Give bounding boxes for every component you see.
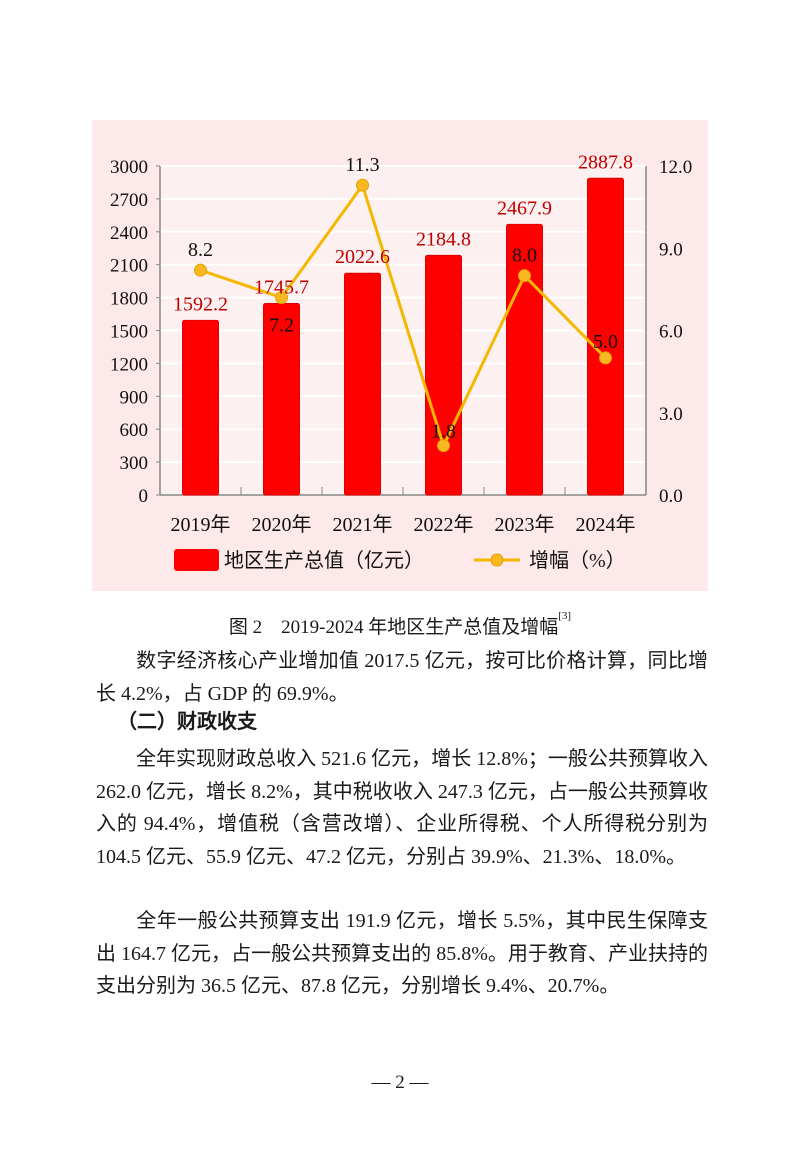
x-axis-label: 2019年 [171, 513, 231, 536]
bar-value-label: 2887.8 [578, 151, 633, 173]
growth-marker [356, 178, 369, 192]
bar-2022年 [425, 254, 462, 496]
page-number: — 2 — [371, 1072, 429, 1093]
bar-value-label: 2022.6 [335, 246, 390, 268]
left-axis-tick: 600 [120, 420, 149, 441]
left-axis-tick: 0 [139, 486, 149, 507]
legend-bar-swatch [174, 549, 219, 571]
caption-footnote: [3] [558, 610, 572, 622]
growth-value-label: 7.2 [269, 315, 294, 337]
right-axis-tick: 6.0 [659, 322, 683, 343]
left-axis-tick: 1200 [110, 354, 148, 375]
growth-marker [599, 351, 612, 365]
growth-marker [194, 263, 207, 277]
right-axis-tick: 3.0 [659, 404, 683, 425]
growth-marker [518, 269, 531, 283]
left-axis-tick: 3000 [110, 157, 148, 178]
legend-bar-label: 地区生产总值（亿元） [224, 549, 424, 572]
bar-value-label: 2467.9 [497, 197, 552, 219]
gdp-chart: 0 300 600 900 1200 1500 1800 2100 2400 2700 3000 0.… [92, 120, 708, 591]
left-axis-tick: 300 [120, 453, 149, 474]
x-axis-label: 2022年 [414, 513, 474, 536]
paragraph-text: 数字经济核心产业增加值 2017.5 亿元，按可比价格计算，同比增长 4.2%，… [96, 650, 708, 705]
growth-value-label: 1.8 [431, 421, 456, 443]
legend-marker-swatch [490, 553, 504, 567]
section-heading: （二）财政收支 [117, 709, 257, 733]
growth-value-label: 8.2 [188, 239, 213, 261]
x-axis-label: 2023年 [495, 513, 555, 536]
x-axis-label: 2024年 [576, 513, 636, 536]
right-axis-tick: 0.0 [659, 486, 683, 507]
bar-2019年 [182, 319, 219, 496]
x-axis-label: 2020年 [252, 513, 312, 536]
left-axis-tick: 1500 [110, 322, 148, 343]
left-axis-tick: 2400 [110, 223, 148, 244]
bar-value-label: 1592.2 [173, 293, 228, 315]
bar-value-label: 2184.8 [416, 228, 471, 250]
paragraph-digital-economy: 数字经济核心产业增加值 2017.5 亿元，按可比价格计算，同比增长 4.2%，… [96, 645, 708, 710]
growth-value-label: 8.0 [512, 245, 537, 267]
growth-line [200, 181, 607, 450]
growth-value-label: 5.0 [593, 331, 618, 353]
growth-value-label: 11.3 [345, 154, 379, 176]
paragraph-text: 全年一般公共预算支出 191.9 亿元，增长 5.5%，其中民生保障支出 164… [96, 910, 708, 997]
right-axis-tick: 12.0 [659, 157, 692, 178]
paragraph-fiscal-expenditure: 全年一般公共预算支出 191.9 亿元，增长 5.5%，其中民生保障支出 164… [96, 905, 708, 1003]
figure-caption: 图 2 2019-2024 年地区生产总值及增幅[3] [0, 610, 800, 639]
bar-2024年 [587, 177, 624, 496]
bar-value-label: 1745.7 [254, 277, 309, 299]
chart-canvas: 0 300 600 900 1200 1500 1800 2100 2400 2700 3000 0.… [110, 151, 692, 572]
left-axis-tick: 2700 [110, 190, 148, 211]
legend-line-label: 增幅（%） [529, 549, 626, 572]
left-axis-tick: 2100 [110, 256, 148, 277]
bar-2021年 [344, 272, 381, 496]
right-axis-tick: 9.0 [659, 239, 683, 260]
paragraph-text: 全年实现财政总收入 521.6 亿元，增长 12.8%；一般公共预算收入 262… [96, 748, 708, 868]
growth-marker [437, 439, 450, 453]
x-axis-label: 2021年 [333, 513, 393, 536]
left-axis-tick: 900 [120, 387, 149, 408]
growth-marker [275, 291, 288, 305]
caption-text: 图 2 2019-2024 年地区生产总值及增幅 [228, 617, 559, 638]
paragraph-fiscal-revenue: 全年实现财政总收入 521.6 亿元，增长 12.8%；一般公共预算收入 262… [96, 743, 708, 873]
left-axis-tick: 1800 [110, 289, 148, 310]
